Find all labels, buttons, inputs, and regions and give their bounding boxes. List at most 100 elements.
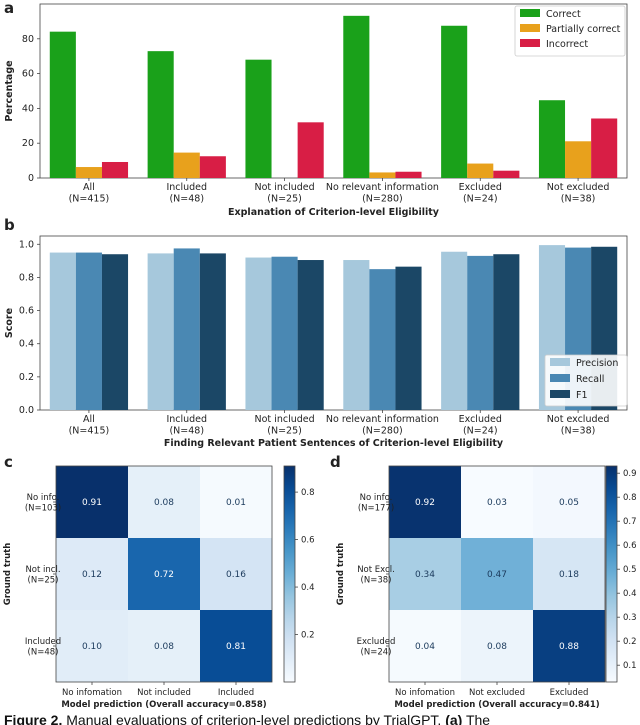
caption-tail: The xyxy=(465,712,491,725)
panel-c-cell-value: 0.12 xyxy=(82,570,102,580)
panel-c-cell-value: 0.01 xyxy=(226,498,246,508)
panel-a-x-tick-label-line-1: (N=48) xyxy=(169,194,204,205)
panel-d-cell-value: 0.08 xyxy=(487,642,507,652)
panel-c-colorbar-tick-label: 0.2 xyxy=(301,631,315,641)
panel-c-panel-letter: c xyxy=(4,453,13,471)
panel-d-row-label-line-0: Not Excl. xyxy=(357,565,395,575)
panel-d-col-label: Not excluded xyxy=(469,688,525,698)
panel-d-row-label-line-1: (N=38) xyxy=(361,576,392,586)
panel-a-x-tick-label-line-1: (N=280) xyxy=(362,194,403,205)
panel-b-legend-label: Recall xyxy=(576,374,604,385)
panel-a-y-tick-label: 40 xyxy=(22,103,34,114)
panel-c-cell-value: 0.72 xyxy=(154,570,174,580)
panel-d-cell xyxy=(461,538,533,610)
panel-c-cell xyxy=(56,466,128,538)
panel-b-plot-frame xyxy=(39,235,628,411)
panel-c-cell xyxy=(128,466,200,538)
panel-d-row-label-line-0: Excluded xyxy=(357,637,396,647)
panel-a-bar-partially-correct xyxy=(75,167,102,178)
panel-b-y-tick-label: 1.0 xyxy=(19,239,34,250)
panel-b-bar-precision xyxy=(245,257,272,410)
panel-d-y-axis-label: Ground truth xyxy=(336,543,346,606)
panel-c-cell xyxy=(200,538,272,610)
panel-b-x-tick-label-line-1: (N=25) xyxy=(267,426,302,437)
panel-c-row-label-line-0: Not incl. xyxy=(25,565,60,575)
panel-d-colorbar-tick-label: 0.3 xyxy=(623,613,637,623)
panel-c-cell xyxy=(200,610,272,682)
panel-b-bar-f1 xyxy=(297,260,324,410)
panel-a-bar-partially-correct xyxy=(565,141,592,178)
panel-b-legend-swatch xyxy=(550,358,570,366)
panel-c-cell xyxy=(56,538,128,610)
panel-b-y-tick-label: 0.8 xyxy=(19,272,34,283)
panel-a-legend-label: Partially correct xyxy=(546,24,621,35)
panel-c-col-label: Not included xyxy=(137,688,191,698)
panel-b-x-tick-label-line-1: (N=38) xyxy=(561,426,596,437)
panel-a-x-tick-label-line-0: No relevant information xyxy=(326,182,439,193)
panel-b-x-tick-label-line-0: All xyxy=(83,414,95,425)
panel-a-bar-correct xyxy=(538,100,566,178)
panel-a-bar-partially-correct xyxy=(173,152,200,178)
panel-c-cell-value: 0.08 xyxy=(154,498,174,508)
panel-d-cell xyxy=(389,538,461,610)
panel-a-x-axis-label: Explanation of Criterion-level Eligibili… xyxy=(228,207,440,218)
panel-a-x-tick-label-line-0: All xyxy=(83,182,95,193)
panel-b-bar-recall xyxy=(173,248,200,410)
panel-d-row-label-line-1: (N=24) xyxy=(361,648,392,658)
panel-c-colorbar xyxy=(283,465,296,683)
panel-b-bar-precision xyxy=(49,252,76,410)
panel-b-x-tick-label-line-0: Excluded xyxy=(459,414,502,425)
panel-d-cell xyxy=(389,466,461,538)
panel-d-x-axis-label: Model prediction (Overall accuracy=0.841… xyxy=(394,700,599,710)
panel-a-legend-swatch xyxy=(520,9,540,17)
panel-d-colorbar-tick-label: 0.7 xyxy=(623,517,637,527)
panel-b-bar-recall xyxy=(271,256,298,410)
panel-c-x-axis-label: Model prediction (Overall accuracy=0.858… xyxy=(61,700,266,710)
panel-d-cell-value: 0.92 xyxy=(415,498,435,508)
panel-b-y-tick-label: 0.2 xyxy=(19,372,34,383)
panel-d-cell xyxy=(533,466,605,538)
panel-a-panel-letter: a xyxy=(4,0,14,17)
panel-a-y-tick-label: 80 xyxy=(22,34,34,45)
panel-d-colorbar-tick-label: 0.8 xyxy=(623,493,637,503)
panel-b-x-axis-label: Finding Relevant Patient Sentences of Cr… xyxy=(164,438,504,449)
panel-c-cell xyxy=(128,538,200,610)
panel-d-cell-value: 0.88 xyxy=(559,642,579,652)
panel-b-bar-recall xyxy=(369,269,396,410)
panel-d-colorbar-tick-label: 0.9 xyxy=(623,469,637,479)
panel-d-panel-letter: d xyxy=(330,453,341,471)
panel-a-legend-box xyxy=(514,5,626,57)
panel-b-bar-recall xyxy=(75,252,102,410)
panel-d-row-label-line-1: (N=177) xyxy=(358,504,394,514)
panel-b-y-tick-label: 0.4 xyxy=(19,339,34,350)
panel-b-x-tick-label-line-0: Not excluded xyxy=(547,414,610,425)
panel-c-colorbar-tick-label: 0.4 xyxy=(301,583,315,593)
panel-c-row-label-line-1: (N=25) xyxy=(28,576,59,586)
panel-b-x-tick-label-line-1: (N=415) xyxy=(69,426,110,437)
panel-d-cell xyxy=(389,610,461,682)
panel-c-cell-value: 0.91 xyxy=(82,498,102,508)
panel-b-x-tick-label-line-1: (N=280) xyxy=(362,426,403,437)
panel-c-cell-value: 0.81 xyxy=(226,642,246,652)
panel-c-colorbar-tick-label: 0.6 xyxy=(301,536,315,546)
panel-b-x-tick-label-line-0: Included xyxy=(166,414,207,425)
panel-a-bar-incorrect xyxy=(101,161,129,178)
panel-b-y-tick-label: 0.0 xyxy=(19,405,34,416)
panel-d-colorbar-tick-label: 0.4 xyxy=(623,589,637,599)
panel-b-bar-f1 xyxy=(199,253,226,410)
panel-d-cell-value: 0.18 xyxy=(559,570,579,580)
panel-b-bar-f1 xyxy=(101,254,129,410)
panel-d-col-label: No infomation xyxy=(395,688,455,698)
panel-b-legend-swatch xyxy=(550,374,570,382)
panel-d-colorbar-tick-label: 0.6 xyxy=(623,541,637,551)
panel-c-y-axis-label: Ground truth xyxy=(3,543,13,606)
panel-c-colorbar-tick-label: 0.8 xyxy=(301,488,315,498)
panel-d-cell xyxy=(461,610,533,682)
panel-b-x-tick-label-line-1: (N=24) xyxy=(463,426,498,437)
panel-b-bar-precision xyxy=(441,251,468,410)
panel-b-legend-label: F1 xyxy=(576,390,588,401)
panel-b-y-axis-label: Score xyxy=(4,308,15,338)
panel-a-x-tick-label-line-1: (N=38) xyxy=(561,194,596,205)
panel-c-row-label-line-1: (N=103) xyxy=(25,504,61,514)
